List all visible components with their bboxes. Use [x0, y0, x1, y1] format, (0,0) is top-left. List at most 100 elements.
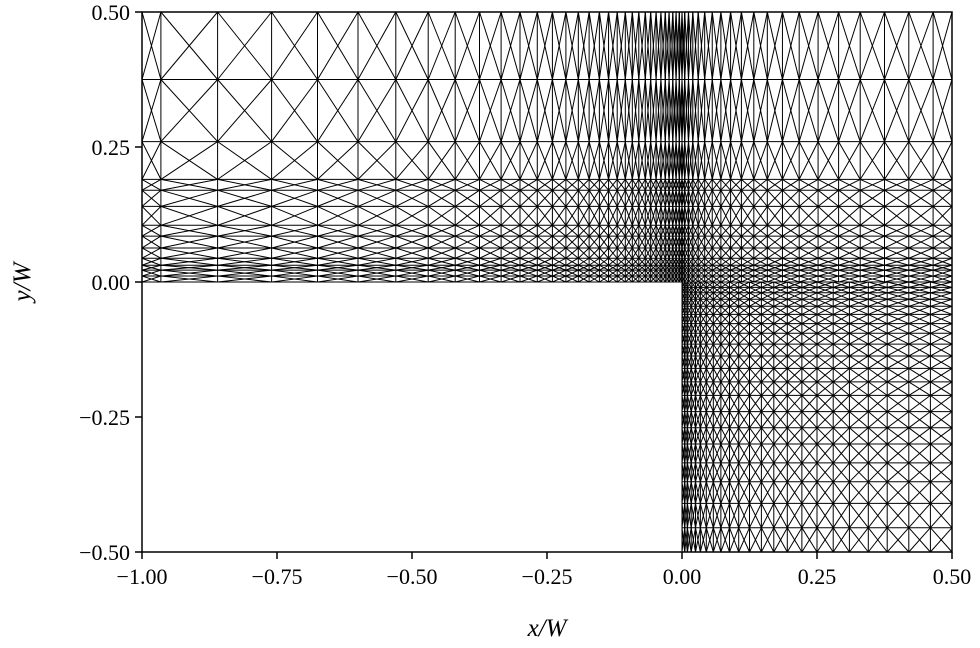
mesh-diagonal: [608, 141, 618, 180]
mesh-diagonal: [695, 333, 701, 345]
mesh-diagonal: [761, 281, 774, 288]
mesh-diagonal: [217, 275, 272, 283]
mesh-diagonal: [749, 368, 762, 383]
mesh-diagonal: [660, 264, 666, 271]
mesh-diagonal: [695, 427, 701, 445]
mesh-diagonal: [932, 141, 953, 180]
mesh-diagonal: [684, 323, 688, 334]
mesh-diagonal: [664, 258, 670, 266]
mesh-diagonal: [479, 257, 502, 266]
mesh-diagonal: [395, 205, 429, 226]
mesh-diagonal: [699, 481, 707, 504]
mesh-diagonal: [773, 343, 788, 357]
mesh-diagonal: [681, 306, 686, 315]
mesh-diagonal: [868, 292, 888, 300]
mesh-diagonal: [859, 224, 885, 237]
mesh-diagonal: [720, 411, 730, 429]
mesh-diagonal: [868, 298, 888, 307]
mesh-diagonal: [678, 269, 683, 277]
mesh-diagonal: [317, 257, 359, 266]
mesh-diagonal: [720, 527, 730, 553]
mesh-diagonal: [160, 269, 218, 277]
mesh-diagonal: [773, 355, 788, 369]
mesh-diagonal: [886, 381, 910, 396]
mesh-diagonal: [729, 395, 740, 412]
mesh-diagonal: [690, 462, 696, 482]
mesh-diagonal: [699, 527, 707, 553]
mesh-diagonal: [816, 381, 834, 396]
mesh-diagonal: [859, 79, 885, 142]
mesh-diagonal: [678, 235, 683, 249]
mesh-diagonal: [357, 224, 396, 237]
mesh-diagonal: [767, 235, 783, 249]
mesh-diagonal: [668, 235, 674, 249]
mesh-diagonal: [660, 190, 666, 207]
mesh-diagonal: [598, 141, 610, 180]
mesh-diagonal: [711, 179, 722, 191]
mesh-diagonal: [565, 275, 579, 283]
mesh-diagonal: [684, 141, 689, 180]
mesh-diagonal: [801, 343, 818, 357]
mesh-diagonal: [631, 190, 640, 207]
mesh-diagonal: [317, 235, 359, 249]
mesh-diagonal: [678, 179, 683, 191]
mesh-diagonal: [565, 235, 579, 249]
mesh-diagonal: [588, 179, 600, 191]
mesh-diagonal: [760, 395, 775, 412]
mesh-diagonal: [704, 11, 713, 80]
mesh-diagonal: [455, 275, 480, 283]
mesh-diagonal: [668, 225, 674, 237]
mesh-diagonal: [699, 411, 707, 428]
mesh-diagonal: [766, 141, 783, 180]
mesh-diagonal: [684, 225, 689, 237]
mesh-diagonal: [536, 11, 553, 80]
mesh-diagonal: [798, 247, 819, 259]
mesh-diagonal: [479, 224, 502, 237]
mesh-diagonal: [720, 257, 731, 266]
mesh-diagonal: [664, 264, 670, 271]
mesh-diagonal: [675, 258, 680, 266]
mesh-diagonal: [729, 305, 740, 315]
mesh-diagonal: [217, 178, 272, 191]
mesh-diagonal: [704, 247, 713, 259]
mesh-diagonal: [930, 367, 953, 383]
mesh-diagonal: [908, 355, 931, 369]
mesh-diagonal: [817, 189, 839, 207]
mesh-diagonal: [908, 332, 931, 345]
mesh-diagonal: [705, 462, 714, 482]
mesh-diagonal: [695, 323, 701, 334]
mesh-diagonal: [519, 247, 538, 259]
mesh-diagonal: [787, 298, 803, 307]
mesh-diagonal: [695, 314, 701, 324]
mesh-diagonal: [699, 355, 707, 369]
mesh-diagonal: [690, 323, 696, 334]
mesh-diagonal: [644, 264, 652, 271]
mesh-diagonal: [816, 343, 834, 357]
mesh-diagonal: [536, 141, 553, 180]
mesh-diagonal: [930, 292, 953, 300]
mesh-diagonal: [690, 343, 696, 357]
mesh-diagonal: [704, 79, 713, 142]
mesh-diagonal: [761, 332, 775, 345]
mesh-diagonal: [705, 281, 714, 288]
mesh-diagonal: [599, 269, 609, 277]
mesh-diagonal: [886, 411, 910, 429]
mesh-diagonal: [598, 189, 609, 207]
mesh-diagonal: [801, 368, 818, 383]
mesh-diagonal: [729, 368, 740, 383]
mesh-diagonal: [884, 275, 909, 283]
mesh-diagonal: [624, 190, 633, 207]
mesh-diagonal: [681, 141, 686, 180]
mesh-diagonal: [664, 275, 670, 283]
mesh-diagonal: [767, 257, 783, 266]
mesh-diagonal: [608, 206, 618, 226]
mesh-diagonal: [761, 305, 775, 315]
mesh-diagonal: [588, 224, 600, 237]
mesh-diagonal: [638, 247, 646, 259]
mesh-diagonal: [577, 141, 590, 180]
mesh-diagonal: [753, 275, 768, 283]
mesh-diagonal: [908, 503, 931, 529]
mesh-diagonal: [738, 411, 750, 429]
mesh-diagonal: [749, 381, 762, 396]
mesh-diagonal: [741, 269, 755, 277]
